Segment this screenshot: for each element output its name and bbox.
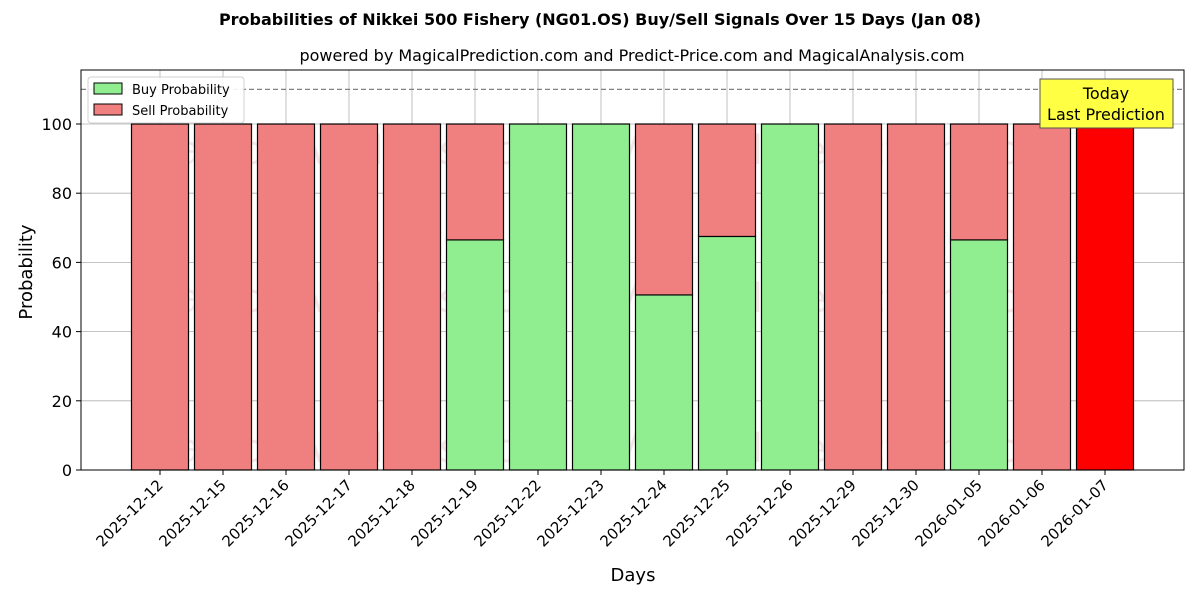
annotation-box <box>1039 78 1174 129</box>
sell-bar <box>382 123 442 471</box>
buy-bar <box>508 123 568 471</box>
sell-bar <box>130 123 190 471</box>
sell-bar <box>697 123 757 238</box>
buy-bar <box>697 235 757 471</box>
legend-swatch-sell <box>93 103 123 116</box>
sell-bar <box>949 123 1009 241</box>
y-axis-label: Probability <box>16 224 37 319</box>
plot-frame <box>80 69 1185 471</box>
chart-subtitle: powered by MagicalPrediction.com and Pre… <box>299 46 965 65</box>
legend-swatch-buy <box>93 82 123 95</box>
sell-bar <box>256 123 316 471</box>
y-tick-label: 20 <box>52 392 72 411</box>
y-tick-label: 40 <box>52 323 72 342</box>
legend-label-buy: Buy Probability <box>132 83 230 98</box>
legend-box <box>87 76 245 124</box>
buy-bar <box>571 123 631 471</box>
y-tick-label: 0 <box>62 461 72 480</box>
buy-bar <box>634 294 694 471</box>
annotation-line1: Today <box>1082 84 1129 103</box>
buy-bar <box>949 239 1009 471</box>
chart-title: Probabilities of Nikkei 500 Fishery (NG0… <box>218 10 982 29</box>
sell-bar <box>634 123 694 296</box>
sell-bar <box>1075 123 1135 471</box>
y-tick-label: 80 <box>52 184 72 203</box>
legend-label-sell: Sell Probability <box>132 104 229 119</box>
y-tick-label: 60 <box>52 253 72 272</box>
buy-bar <box>760 123 820 471</box>
buy-bar <box>445 239 505 471</box>
y-tick-label: 100 <box>41 115 72 134</box>
x-axis-label: Days <box>611 565 656 586</box>
sell-bar <box>1012 123 1072 471</box>
sell-bar <box>445 123 505 241</box>
sell-bar <box>193 123 253 471</box>
sell-bar <box>319 123 379 471</box>
x-tick-label: 2026-01-07 <box>1037 476 1111 550</box>
sell-bar <box>886 123 946 471</box>
sell-bar <box>823 123 883 471</box>
annotation-line2: Last Prediction <box>1047 105 1165 124</box>
